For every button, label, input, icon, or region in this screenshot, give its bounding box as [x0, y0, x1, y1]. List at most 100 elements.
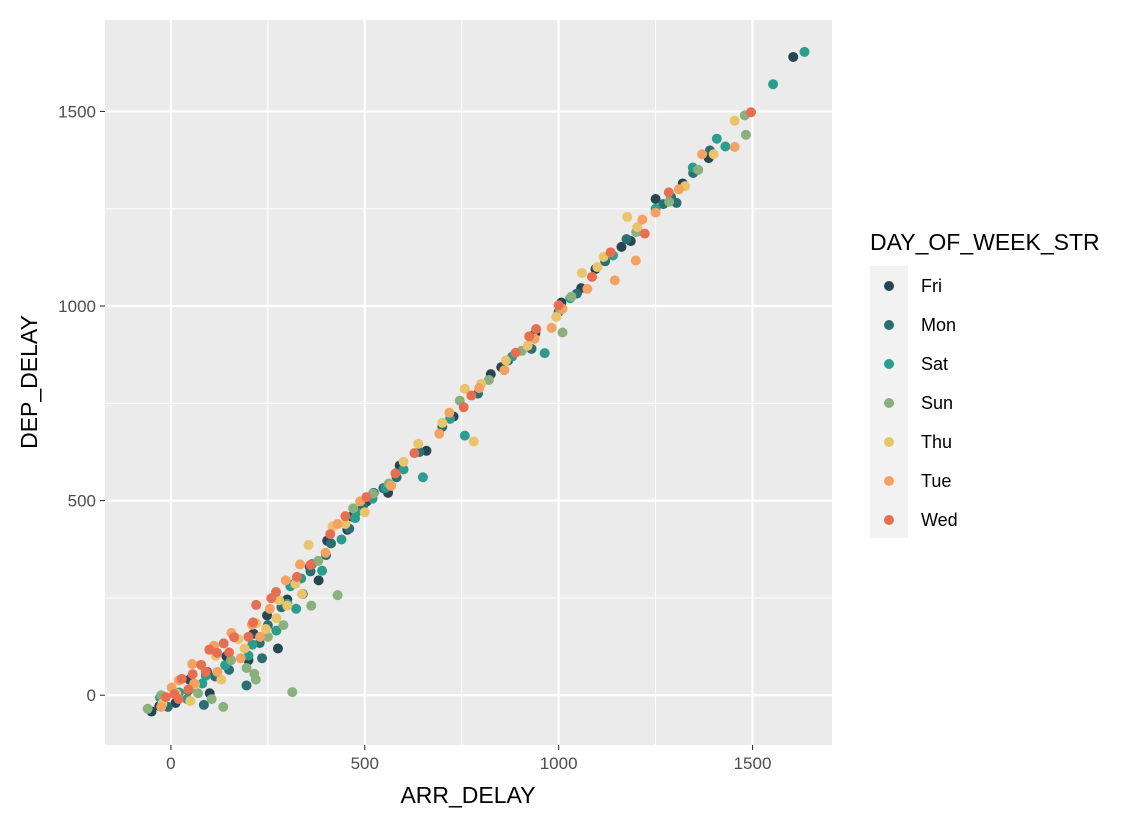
- scatter-point-tue: [637, 214, 648, 225]
- scatter-point-thu: [185, 696, 196, 707]
- scatter-point-sat: [799, 46, 810, 57]
- legend-key-tue: [884, 476, 894, 486]
- scatter-point-tue: [474, 383, 485, 394]
- y-tick-label: 500: [68, 492, 96, 511]
- scatter-point-thu: [729, 115, 740, 126]
- scatter-point-thu: [437, 417, 448, 428]
- scatter-point-wed: [524, 331, 535, 342]
- legend-key-mon: [884, 320, 894, 330]
- scatter-point-sat: [247, 639, 258, 650]
- scatter-point-sun: [287, 687, 298, 698]
- scatter-point-wed: [248, 617, 259, 628]
- scatter-point-thu: [340, 518, 351, 529]
- scatter-point-fri: [313, 575, 324, 586]
- scatter-point-thu: [500, 355, 511, 366]
- scatter-point-fri: [616, 241, 627, 252]
- scatter-point-mon: [257, 653, 268, 664]
- scatter-point-tue: [499, 365, 510, 376]
- scatter-point-tue: [444, 407, 455, 418]
- scatter-point-sun: [557, 327, 568, 338]
- legend-label-wed: Wed: [921, 510, 958, 530]
- y-axis-title: DEP_DELAY: [16, 315, 42, 449]
- scatter-point-tue: [295, 559, 306, 570]
- scatter-point-tue: [729, 141, 740, 152]
- x-axis-title: ARR_DELAY: [400, 782, 535, 808]
- scatter-point-sun: [664, 196, 675, 207]
- scatter-point-sat: [711, 133, 722, 144]
- scatter-point-thu: [708, 149, 719, 160]
- legend-key-wed: [884, 515, 894, 525]
- scatter-point-tue: [609, 275, 620, 286]
- x-tick-label: 1500: [734, 754, 772, 773]
- scatter-point-sun: [306, 600, 317, 611]
- scatter-point-wed: [325, 529, 336, 540]
- scatter-point-wed: [531, 323, 542, 334]
- scatter-point-thu: [260, 624, 271, 635]
- legend-title: DAY_OF_WEEK_STR: [870, 229, 1100, 255]
- scatter-point-wed: [160, 692, 171, 703]
- x-tick-label: 500: [351, 754, 379, 773]
- scatter-point-wed: [204, 644, 215, 655]
- scatter-point-sat: [768, 79, 779, 90]
- scatter-point-sat: [197, 678, 208, 689]
- scatter-point-sun: [206, 694, 217, 705]
- scatter-point-sun: [226, 655, 237, 666]
- scatter-point-tue: [386, 480, 397, 491]
- scatter-point-wed: [466, 390, 477, 401]
- scatter-point-sat: [398, 464, 409, 475]
- scatter-point-wed: [291, 571, 302, 582]
- scatter-point-thu: [592, 262, 603, 273]
- scatter-point-tue: [156, 701, 167, 712]
- scatter-point-thu: [576, 267, 587, 278]
- scatter-point-thu: [296, 589, 307, 600]
- scatter-point-wed: [745, 107, 756, 118]
- legend: DAY_OF_WEEK_STR Fri Mon Sat Sun Thu Tue Wed: [870, 229, 1100, 538]
- scatter-point-sun: [313, 555, 324, 566]
- scatter-point-tue: [255, 631, 266, 642]
- scatter-point-wed: [229, 632, 240, 643]
- scatter-point-thu: [216, 674, 227, 685]
- scatter-point-thu: [239, 643, 250, 654]
- scatter-point-wed: [390, 468, 401, 479]
- scatter-point-wed: [605, 247, 616, 258]
- y-tick-label: 1500: [58, 102, 96, 121]
- scatter-point-mon: [241, 680, 252, 691]
- scatter-point-tue: [697, 149, 708, 160]
- scatter-point-thu: [274, 595, 285, 606]
- scatter-point-wed: [510, 347, 521, 358]
- scatter-point-thu: [459, 383, 470, 394]
- scatter-point-wed: [663, 187, 674, 198]
- scatter-point-sun: [250, 674, 261, 685]
- scatter-point-mon: [326, 538, 337, 549]
- scatter-point-wed: [305, 559, 316, 570]
- plot-panel: [105, 20, 832, 745]
- scatter-point-sat: [539, 348, 550, 359]
- scatter-point-wed: [200, 666, 211, 677]
- y-tick-label: 1000: [58, 297, 96, 316]
- scatter-point-wed: [409, 448, 420, 459]
- y-axis-ticks: 0 500 1000 1500: [58, 102, 105, 705]
- scatter-point-mon: [198, 699, 209, 710]
- scatter-point-tue: [235, 653, 246, 664]
- scatter-point-thu: [303, 539, 314, 550]
- scatter-point-thu: [468, 436, 479, 447]
- legend-label-fri: Fri: [921, 276, 942, 296]
- scatter-point-wed: [458, 402, 469, 413]
- scatter-point-sun: [348, 503, 359, 514]
- scatter-point-wed: [173, 694, 184, 705]
- scatter-point-sun: [566, 291, 577, 302]
- scatter-point-sun: [483, 374, 494, 385]
- scatter-point-sun: [193, 688, 204, 699]
- scatter-point-wed: [187, 669, 198, 680]
- scatter-point-wed: [176, 673, 187, 684]
- scatter-point-sat: [417, 472, 428, 483]
- legend-entries: Fri Mon Sat Sun Thu Tue Wed: [884, 276, 958, 530]
- scatter-point-thu: [398, 456, 409, 467]
- scatter-point-wed: [183, 684, 194, 695]
- scatter-point-fri: [650, 194, 661, 205]
- scatter-point-thu: [522, 340, 533, 351]
- x-tick-label: 1000: [540, 754, 578, 773]
- scatter-point-sun: [332, 590, 343, 601]
- data-points: [142, 46, 810, 717]
- scatter-point-sun: [693, 164, 704, 175]
